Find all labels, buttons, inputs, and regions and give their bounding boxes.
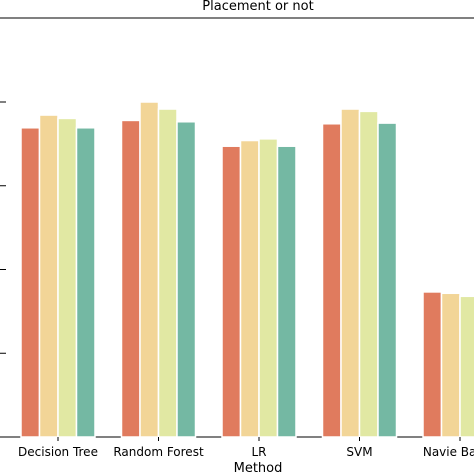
bar-4-series-2 — [459, 295, 474, 438]
x-tick-label-2: LR — [251, 445, 266, 459]
x-axis-label: Method — [234, 461, 283, 474]
bar-1-series-1 — [139, 101, 160, 438]
bars-group — [20, 101, 474, 438]
x-tick-label-0: Decision Tree — [18, 445, 98, 459]
bar-1-series-3 — [176, 121, 197, 438]
bar-0-series-1 — [38, 114, 59, 438]
x-axis-ticks: Decision Tree Random Forest LR SVM Navie Bay… — [18, 437, 474, 459]
x-tick-label-4: Navie Bayes — [423, 445, 474, 459]
bar-3-series-2 — [358, 110, 379, 438]
bar-0-series-0 — [20, 127, 41, 438]
bar-1-series-0 — [120, 119, 141, 438]
bar-2-series-2 — [258, 138, 279, 438]
x-tick-label-1: Random Forest — [113, 445, 204, 459]
y-axis-ticks — [0, 101, 6, 354]
x-tick-label-3: SVM — [346, 445, 372, 459]
bar-3-series-3 — [377, 122, 398, 438]
chart-title: Placement or not — [202, 0, 313, 14]
bar-3-series-1 — [340, 108, 361, 438]
bar-2-series-0 — [221, 145, 242, 438]
bar-2-series-1 — [239, 139, 260, 438]
bar-3-series-0 — [321, 123, 342, 438]
bar-2-series-3 — [276, 145, 297, 438]
bar-0-series-2 — [57, 117, 78, 438]
bar-0-series-3 — [75, 127, 96, 438]
bar-4-series-1 — [440, 292, 461, 438]
bar-4-series-0 — [422, 291, 443, 438]
bar-1-series-2 — [157, 108, 178, 438]
